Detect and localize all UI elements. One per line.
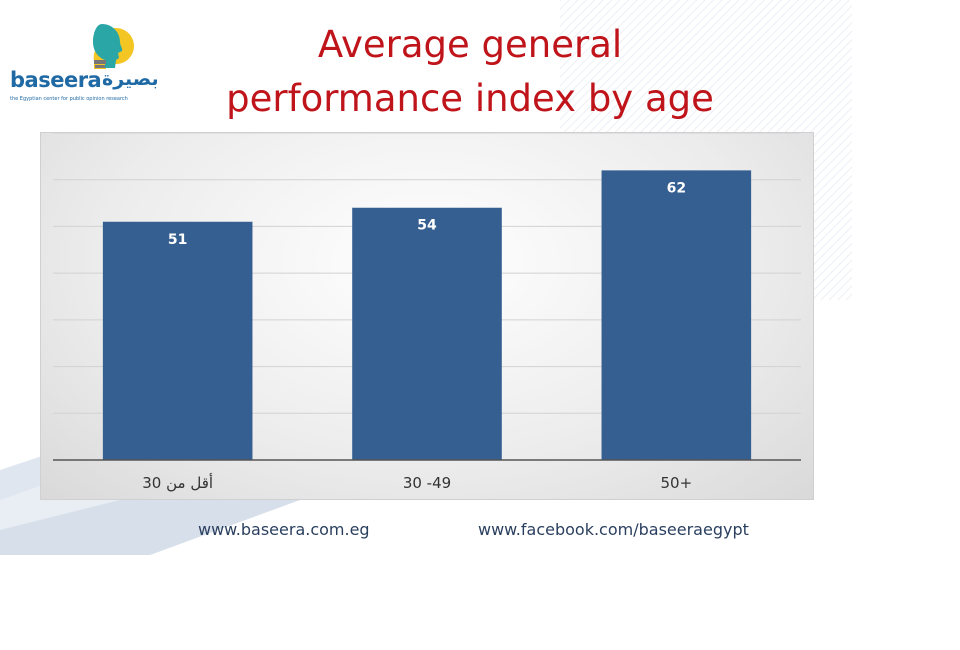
logo-text-arabic: بصيرة	[102, 68, 159, 90]
x-tick-label: 30 -49	[403, 474, 451, 492]
data-label: 62	[667, 180, 686, 196]
logo-text-latin: baseera	[10, 68, 102, 92]
bar	[352, 207, 502, 460]
chart-panel: 51 أقل من 30 54 30 -49 62 50+	[40, 132, 814, 500]
data-label: 54	[417, 218, 437, 234]
slide: baseera بصيرة the Egyptian center for pu…	[0, 0, 852, 555]
lightbulb-head-icon	[93, 24, 134, 69]
data-label: 51	[168, 232, 187, 248]
baseera-logo: baseera بصيرة the Egyptian center for pu…	[6, 18, 159, 108]
facebook-link[interactable]: www.facebook.com/baseeraegypt	[478, 520, 749, 539]
website-link[interactable]: www.baseera.com.eg	[198, 520, 370, 539]
x-tick-label: 50+	[661, 474, 693, 492]
bar	[102, 221, 253, 460]
x-tick-label: أقل من 30	[142, 473, 213, 492]
chart-title-line-2: performance index by age	[226, 77, 714, 120]
logo-tagline: the Egyptian center for public opinion r…	[10, 96, 128, 102]
chart-title-line-1: Average general	[317, 23, 623, 66]
bar	[601, 170, 752, 460]
chart-title: Average general performance index by age	[170, 18, 770, 126]
bar-chart: 51 أقل من 30 54 30 -49 62 50+	[53, 133, 801, 492]
